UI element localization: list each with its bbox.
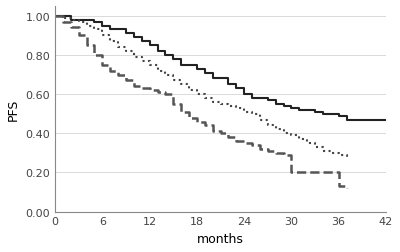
Y-axis label: PFS: PFS — [7, 98, 20, 120]
X-axis label: months: months — [197, 232, 244, 245]
